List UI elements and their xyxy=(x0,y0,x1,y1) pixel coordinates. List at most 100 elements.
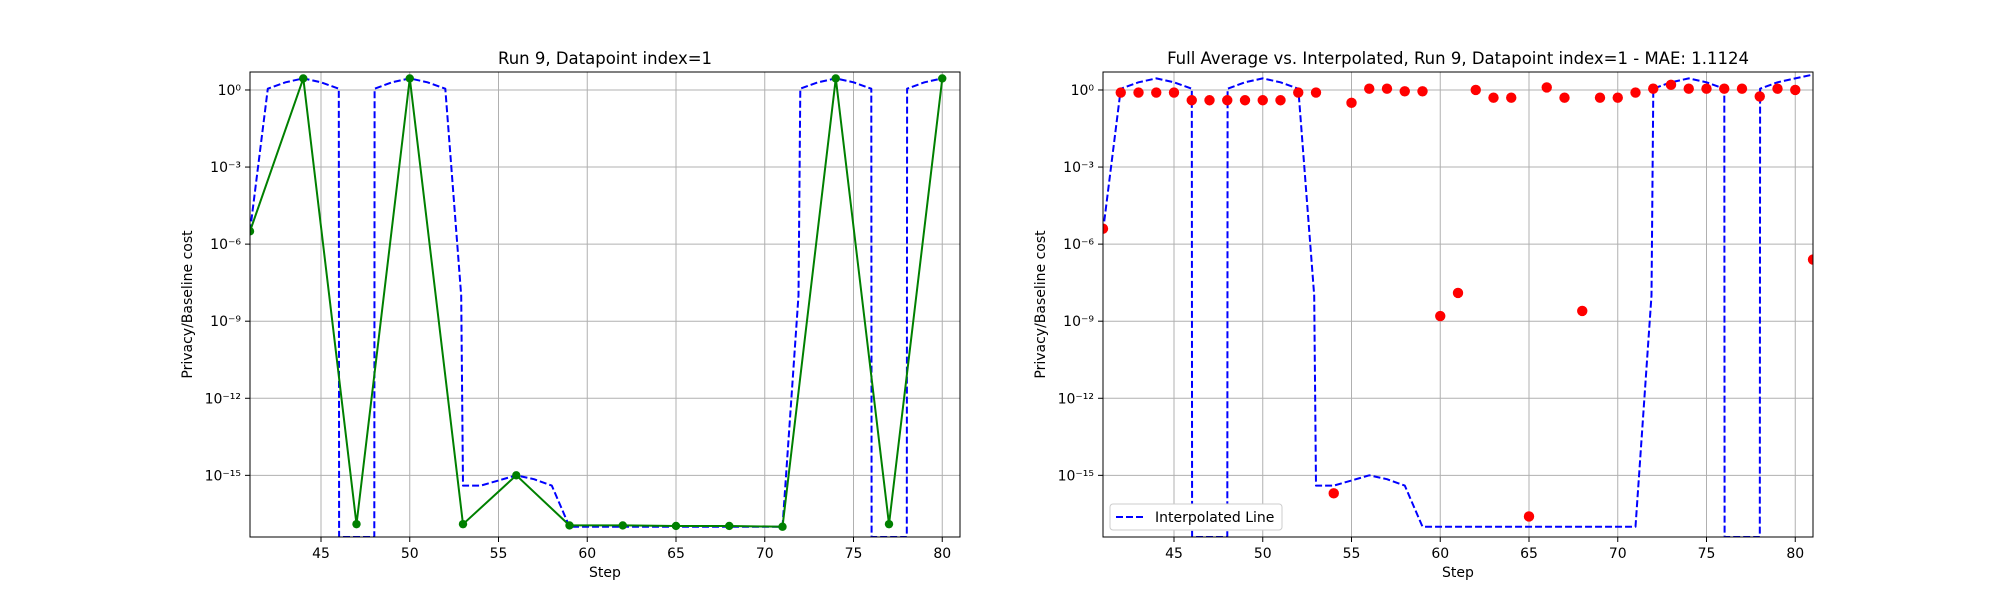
line-marker xyxy=(299,74,308,83)
x-tick-label: 65 xyxy=(667,546,685,562)
scatter-point xyxy=(1151,87,1162,98)
line-marker xyxy=(405,74,414,83)
left-chart-title: Run 9, Datapoint index=1 xyxy=(498,49,712,68)
scatter-point xyxy=(1559,92,1570,103)
y-tick-label: 10⁻⁶ xyxy=(1063,237,1094,253)
y-tick-label: 10⁻¹⁵ xyxy=(205,468,241,484)
scatter-point xyxy=(1506,92,1517,103)
y-tick-label: 10⁻³ xyxy=(1063,160,1094,176)
legend-label: Interpolated Line xyxy=(1155,510,1274,526)
x-tick-label: 55 xyxy=(490,546,508,562)
line-marker xyxy=(565,521,574,530)
left-ticks: 45 50 55 60 65 70 75 80 10⁰ 10⁻³ 10⁻⁶ 10⁻⁹ 10⁻¹² 10⁻¹… xyxy=(205,83,952,562)
scatter-point xyxy=(1648,83,1659,94)
x-tick-label: 80 xyxy=(933,546,951,562)
scatter-point xyxy=(1701,83,1712,94)
scatter-point xyxy=(1577,305,1588,317)
scatter-point xyxy=(1665,79,1677,91)
x-tick-label: 55 xyxy=(1343,546,1361,562)
scatter-point xyxy=(1115,87,1126,98)
line-marker xyxy=(352,519,361,529)
y-tick-label: 10⁻¹⁵ xyxy=(1058,468,1094,484)
line-marker xyxy=(618,521,627,530)
legend-box xyxy=(1109,503,1283,531)
left-subplot: 45 50 55 60 65 70 75 80 10⁰ 10⁻³ 10⁻⁶ 10⁻⁹ 10⁻¹² 10⁻¹… xyxy=(180,49,961,581)
left-grid xyxy=(250,72,960,537)
scatter-point xyxy=(1417,86,1428,97)
y-tick-label: 10⁻¹² xyxy=(1058,391,1094,407)
x-tick-label: 50 xyxy=(1254,546,1272,562)
scatter-point xyxy=(1239,95,1251,106)
scatter-point xyxy=(1204,95,1215,106)
y-tick-label: 10⁰ xyxy=(1071,83,1095,99)
right-y-axis-label: Privacy/Baseline cost xyxy=(1033,230,1049,379)
line-marker xyxy=(458,519,468,529)
right-subplot: 45 50 55 60 65 70 75 80 10⁰ 10⁻³ 10⁻⁶ 10⁻⁹ 10⁻¹² 10⁻¹… xyxy=(1033,49,1814,581)
scatter-point xyxy=(1488,92,1499,103)
scatter-point xyxy=(1168,87,1180,98)
right-ticks: 45 50 55 60 65 70 75 80 10⁰ 10⁻³ 10⁻⁶ 10⁻⁹ 10⁻¹² 10⁻¹… xyxy=(1058,83,1805,562)
x-tick-label: 70 xyxy=(756,546,774,562)
x-tick-label: 70 xyxy=(1609,546,1627,562)
scatter-point xyxy=(1275,95,1286,106)
x-tick-label: 80 xyxy=(1786,546,1804,562)
scatter-point xyxy=(1594,92,1606,103)
x-tick-label: 45 xyxy=(1165,546,1183,562)
scatter-point xyxy=(1719,83,1730,94)
scatter-point xyxy=(1772,83,1783,94)
line-marker xyxy=(250,227,255,236)
right-x-axis-label: Step xyxy=(1442,565,1474,581)
scatter-point xyxy=(1630,87,1641,98)
scatter-point xyxy=(1435,310,1446,322)
line-marker xyxy=(831,74,840,83)
left-y-axis-label: Privacy/Baseline cost xyxy=(180,230,196,379)
scatter-series xyxy=(1103,79,1813,522)
line-marker xyxy=(884,519,894,529)
scatter-point xyxy=(1310,87,1322,98)
scatter-point xyxy=(1790,84,1801,96)
right-grid xyxy=(1103,72,1813,537)
scatter-point xyxy=(1293,87,1304,98)
right-series xyxy=(1103,73,1813,537)
y-tick-label: 10⁻⁶ xyxy=(210,237,241,253)
x-tick-label: 75 xyxy=(1698,546,1716,562)
x-tick-label: 65 xyxy=(1520,546,1538,562)
sampled-line xyxy=(250,77,944,528)
line-markers xyxy=(250,74,947,531)
y-tick-label: 10⁻⁹ xyxy=(1063,314,1094,330)
scatter-point xyxy=(1754,91,1765,102)
y-tick-label: 10⁰ xyxy=(218,83,242,99)
scatter-point xyxy=(1364,83,1375,94)
scatter-point xyxy=(1470,84,1481,96)
line-marker xyxy=(725,521,734,531)
scatter-point xyxy=(1257,95,1268,106)
line-marker xyxy=(938,74,947,83)
scatter-point xyxy=(1346,97,1357,109)
interpolated-line xyxy=(1103,73,1813,537)
line-marker xyxy=(512,471,521,480)
x-tick-label: 60 xyxy=(1431,546,1449,562)
y-tick-label: 10⁻¹² xyxy=(205,391,241,407)
scatter-point xyxy=(1186,95,1197,106)
left-series xyxy=(250,74,947,537)
x-tick-label: 50 xyxy=(401,546,419,562)
scatter-point xyxy=(1541,82,1552,93)
scatter-point xyxy=(1103,223,1109,234)
y-tick-label: 10⁻⁹ xyxy=(210,314,241,330)
scatter-point xyxy=(1452,287,1464,299)
left-plot-frame xyxy=(249,71,961,538)
scatter-point xyxy=(1807,254,1813,265)
scatter-point xyxy=(1683,83,1694,94)
scatter-point xyxy=(1612,92,1623,103)
scatter-point xyxy=(1399,86,1410,97)
line-marker xyxy=(778,522,787,531)
x-tick-label: 60 xyxy=(578,546,596,562)
scatter-point xyxy=(1523,511,1535,522)
left-x-axis-label: Step xyxy=(589,565,621,581)
right-chart-title: Full Average vs. Interpolated, Run 9, Da… xyxy=(1167,49,1749,68)
x-tick-label: 75 xyxy=(845,546,863,562)
right-plot-frame xyxy=(1102,71,1814,538)
scatter-point xyxy=(1133,87,1144,98)
